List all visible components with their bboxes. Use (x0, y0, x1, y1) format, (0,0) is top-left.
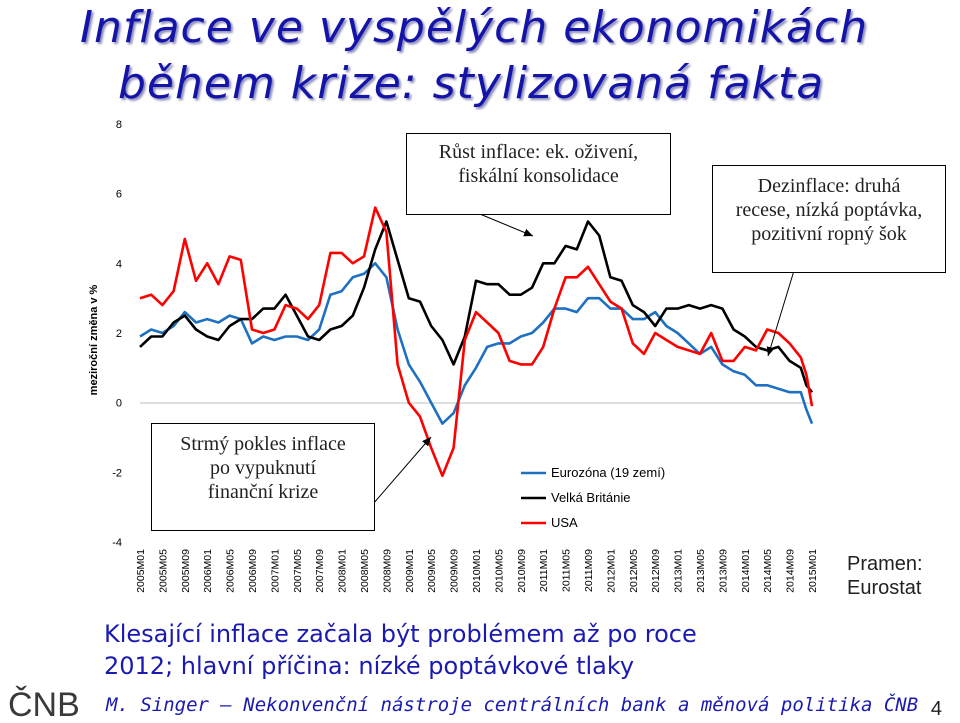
y-tick-label: -4 (112, 537, 122, 549)
y-tick-label: 0 (116, 398, 122, 410)
annotation-drop: Strmý pokles inflace po vypuknutí finanč… (151, 423, 375, 531)
x-tick-label: 2013M05 (695, 549, 707, 593)
x-tick-label: 2010M09 (516, 549, 528, 593)
annotation-drop-line: Strmý pokles inflace (180, 433, 346, 455)
x-tick-label: 2006M09 (247, 549, 259, 593)
x-tick-label: 2010M01 (471, 549, 483, 593)
x-tick-label: 2007M01 (269, 549, 281, 593)
x-tick-label: 2011M09 (583, 549, 595, 592)
annotation-arrow (372, 436, 432, 505)
footer-text: M. Singer – Nekonvenční nástroje centrál… (106, 694, 919, 716)
x-tick-label: 2012M01 (605, 549, 617, 593)
x-tick-label: 2007M09 (314, 549, 326, 593)
x-tick-label: 2005M05 (157, 549, 169, 593)
annotation-disinflation-line: recese, nízká poptávka, (735, 199, 923, 221)
x-tick-label: 2012M05 (628, 549, 640, 593)
x-tick-label: 2012M09 (650, 549, 662, 593)
slide-title-line1: Inflace ve vyspělých ekonomikách (80, 2, 869, 53)
annotation-disinflation-line: pozitivní ropný šok (751, 223, 907, 245)
cnb-logo-text: ČNB (8, 686, 80, 722)
annotation-arrow (766, 263, 797, 357)
annotation-disinflation-line: Dezinflace: druhá (757, 175, 901, 197)
x-tick-label: 2007M05 (292, 549, 304, 593)
x-tick-label: 2014M05 (762, 549, 774, 593)
x-tick-label: 2008M09 (381, 549, 393, 593)
data-source: Pramen: Eurostat (847, 552, 923, 600)
x-tick-label: 2005M01 (135, 549, 147, 593)
x-tick-label: 2008M05 (359, 549, 371, 593)
x-tick-label: 2009M01 (404, 549, 416, 593)
y-axis-ticks: -4 -2 0 2 4 6 8 (112, 119, 122, 549)
x-tick-label: 2008M01 (337, 549, 349, 593)
x-tick-label: 2009M09 (449, 549, 461, 593)
series-line (139, 262, 814, 425)
x-tick-label: 2005M09 (180, 549, 192, 593)
legend-label: Eurozóna (19 zemí) (551, 465, 665, 480)
x-tick-label: 2014M09 (785, 549, 797, 593)
conclusion-line1: Klesající inflace začala být problémem a… (104, 620, 697, 648)
y-tick-label: 6 (116, 189, 122, 201)
y-tick-label: 8 (116, 119, 122, 131)
x-tick-label: 2010M05 (493, 549, 505, 593)
annotation-drop-line: finanční krize (207, 481, 319, 503)
x-tick-label: 2014M01 (740, 549, 752, 593)
x-tick-label: 2011M05 (561, 549, 573, 592)
annotation-growth: Růst inflace: ek. oživení, fiskální kons… (406, 133, 671, 215)
conclusion-line2: 2012; hlavní příčina: nízké poptávkové t… (104, 652, 635, 680)
series-line (139, 220, 814, 394)
annotation-arrow (474, 211, 534, 237)
legend-label: Velká Británie (551, 490, 631, 505)
x-tick-label: 2013M09 (717, 549, 729, 593)
annotation-growth-line: fiskální konsolidace (458, 165, 619, 187)
data-source-label: Pramen: (847, 553, 923, 575)
series-lines (139, 206, 814, 478)
x-tick-label: 2011M01 (538, 549, 550, 592)
annotation-disinflation: Dezinflace: druhá recese, nízká poptávka… (712, 165, 946, 273)
x-tick-label: 2006M01 (202, 549, 214, 593)
annotation-arrows (372, 211, 797, 505)
x-tick-label: 2009M05 (426, 549, 438, 593)
page-number: 4 (930, 698, 942, 720)
series-line (139, 206, 814, 478)
legend-label: USA (551, 515, 578, 530)
chart-legend: Eurozóna (19 zemí) Velká Británie USA (521, 465, 665, 530)
x-axis-ticks: 2005M01 2005M05 2005M09 2006M01 2006M05 2006M… (135, 549, 819, 593)
x-tick-label: 2015M01 (807, 549, 819, 593)
annotation-growth-line: Růst inflace: ek. oživení, (438, 141, 639, 163)
x-tick-label: 2013M01 (673, 549, 685, 593)
cnb-logo: ČNB (8, 686, 80, 722)
slide-title-line2: během krize: stylizovaná fakta (118, 58, 825, 109)
data-source-name: Eurostat (847, 577, 922, 599)
y-tick-label: -2 (112, 467, 122, 479)
annotation-drop-line: po vypuknutí (209, 457, 317, 479)
x-tick-label: 2006M05 (225, 549, 237, 593)
y-tick-label: 4 (116, 258, 122, 270)
y-tick-label: 2 (116, 328, 122, 340)
y-axis-label: meziroční změna v % (88, 284, 100, 395)
